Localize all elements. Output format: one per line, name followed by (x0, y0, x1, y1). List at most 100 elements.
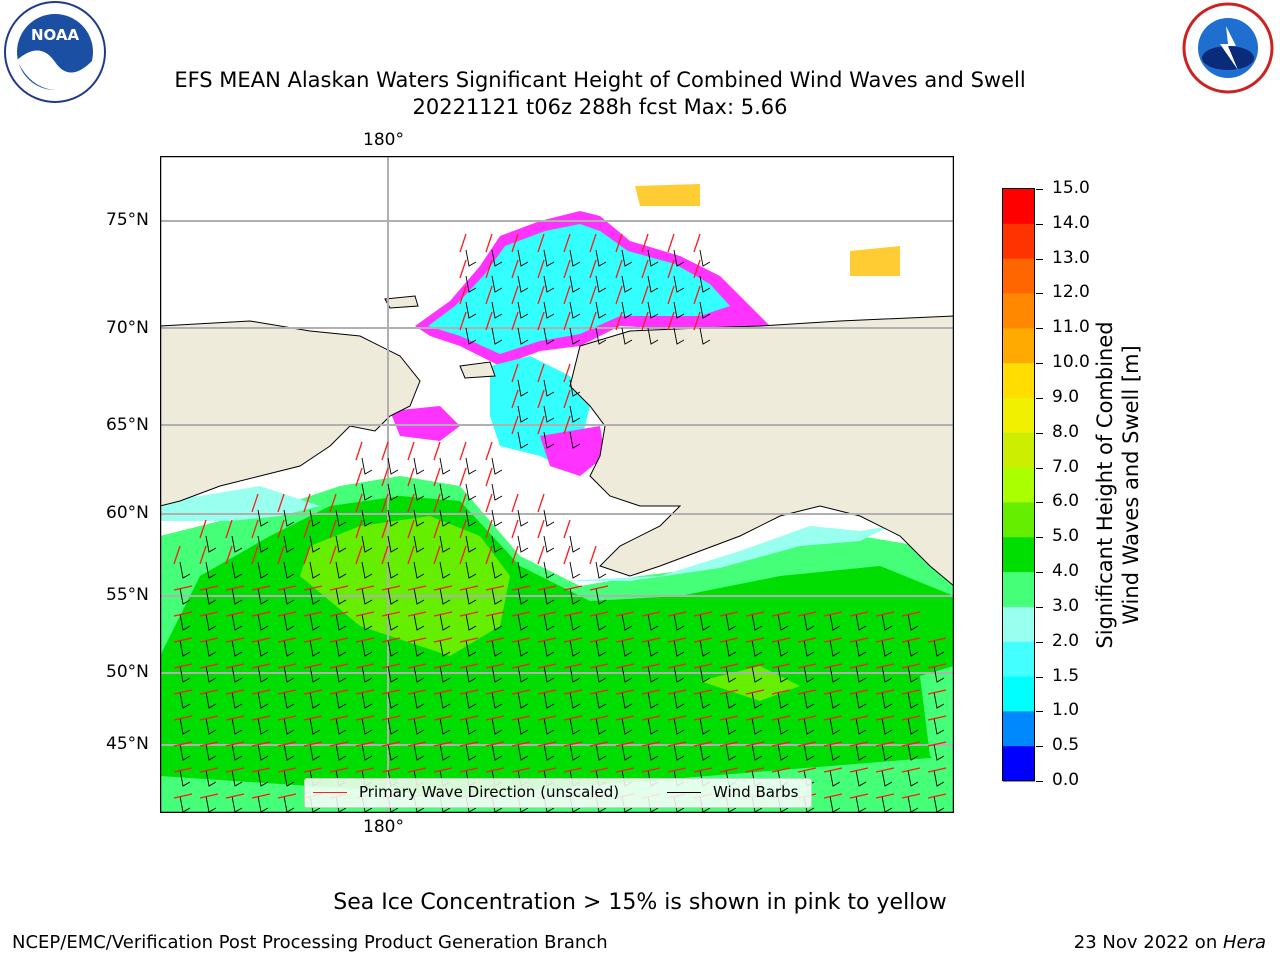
wind-barb (569, 301, 581, 319)
wave-direction-arrow (641, 233, 649, 253)
wave-direction-arrow (251, 741, 271, 747)
colorbar-tick-label: 3.0 (1052, 595, 1080, 616)
sea-ice-yellow-east (850, 246, 900, 276)
wind-barb (751, 691, 763, 709)
wind-barb (673, 327, 685, 345)
wave-direction-arrow (225, 793, 245, 799)
wave-direction-arrow (901, 689, 921, 695)
colorbar-tick-mark (1036, 293, 1043, 295)
wind-barb (335, 509, 347, 527)
wind-barb (543, 249, 555, 267)
wave-direction-arrow (537, 259, 545, 279)
wind-barb (231, 717, 243, 735)
sea-ice-note: Sea Ice Concentration > 15% is shown in … (333, 890, 947, 915)
wave-direction-arrow (433, 585, 453, 591)
wave-direction-arrow (901, 663, 921, 669)
wind-barb (803, 639, 815, 657)
wave-direction-arrow (693, 259, 701, 279)
wave-direction-arrow (407, 741, 427, 747)
wave-direction-arrow (771, 689, 791, 695)
wind-barb (829, 691, 841, 709)
colorbar-tick-label: 8.0 (1052, 421, 1080, 442)
wave-direction-arrow (303, 689, 323, 695)
wind-barb (829, 743, 841, 761)
wave-direction-arrow (381, 585, 401, 591)
wind-barb (257, 743, 269, 761)
wind-barb (647, 275, 659, 293)
wave-direction-arrow (901, 715, 921, 721)
wave-direction-arrow (173, 689, 193, 695)
wind-barb (283, 769, 295, 787)
wind-barb (569, 613, 581, 631)
land-st-lawrence (459, 361, 496, 379)
wave-direction-arrow (823, 637, 843, 643)
wind-barb (595, 743, 607, 761)
wind-barb (673, 743, 685, 761)
wind-barb (465, 639, 477, 657)
wave-direction-arrow (303, 637, 323, 643)
wind-barb (543, 535, 555, 553)
wave-direction-arrow (355, 663, 375, 669)
wave-direction-arrow (537, 493, 545, 513)
wind-barb (803, 613, 815, 631)
wave-direction-arrow (355, 545, 363, 565)
wave-direction-arrow (277, 663, 297, 669)
wave-direction-arrow (667, 259, 675, 279)
wave-direction-layer (173, 233, 947, 799)
wave-direction-arrow (251, 689, 271, 695)
wind-barb (673, 665, 685, 683)
wave-direction-arrow (511, 415, 519, 435)
wave-direction-arrow (303, 585, 323, 591)
wind-barb (933, 691, 945, 709)
wave-direction-arrow (485, 311, 493, 331)
wave-direction-arrow (459, 715, 479, 721)
wave-field-coastal-cyan (160, 486, 320, 521)
wave-direction-arrow (329, 663, 349, 669)
colorbar-segment (1003, 363, 1035, 399)
colorbar-segment (1003, 572, 1035, 608)
wave-direction-arrow (537, 637, 557, 643)
wind-barb (413, 665, 425, 683)
wind-barb (569, 587, 581, 605)
wave-direction-arrow (719, 611, 739, 617)
wave-direction-arrow (667, 637, 687, 643)
wave-direction-arrow (225, 715, 245, 721)
wave-direction-arrow (849, 637, 869, 643)
wind-barb (699, 717, 711, 735)
wind-barb (595, 587, 607, 605)
wind-barb (543, 379, 555, 397)
wave-direction-arrow (173, 663, 193, 669)
wave-direction-arrow (797, 715, 817, 721)
wave-direction-arrow (745, 663, 765, 669)
wave-direction-arrow (563, 767, 583, 773)
footer-date-text: 23 Nov 2022 on (1073, 932, 1223, 953)
wave-direction-arrow (511, 519, 519, 539)
wave-direction-arrow (277, 793, 297, 799)
wind-barb (881, 717, 893, 735)
noaa-logo-text: NOAA (31, 26, 80, 44)
wind-barb (439, 535, 451, 553)
wave-direction-arrow (875, 663, 895, 669)
wind-barb (231, 665, 243, 683)
wind-barb (803, 665, 815, 683)
colorbar-segment (1003, 467, 1035, 503)
legend-swatch-wave (313, 791, 347, 793)
wave-direction-arrow (433, 519, 441, 539)
wave-direction-arrow (563, 363, 571, 383)
wave-direction-arrow (459, 611, 479, 617)
wave-direction-arrow (199, 519, 207, 539)
wave-direction-arrow (433, 767, 453, 773)
wave-direction-arrow (615, 689, 635, 695)
wave-field-gulf-high (700, 666, 800, 701)
wind-barb (673, 275, 685, 293)
wind-barb (413, 691, 425, 709)
wave-direction-arrow (901, 741, 921, 747)
wind-barb (309, 587, 321, 605)
wave-direction-arrow (693, 767, 713, 773)
wind-barb (179, 587, 191, 605)
wave-direction-arrow (849, 663, 869, 669)
wave-direction-arrow (641, 285, 649, 305)
wind-barb (517, 249, 529, 267)
wave-direction-arrow (485, 519, 493, 539)
wave-direction-arrow (329, 689, 349, 695)
